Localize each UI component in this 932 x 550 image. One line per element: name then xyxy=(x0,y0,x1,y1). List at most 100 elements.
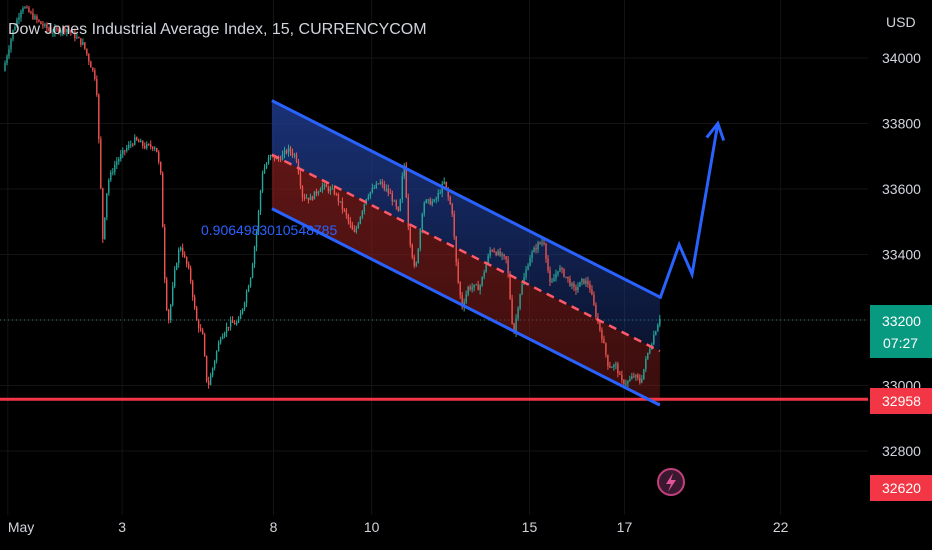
candle-body xyxy=(489,250,491,256)
last-price-value: 33200 xyxy=(882,313,921,329)
candle-body xyxy=(401,176,403,200)
candle-body xyxy=(311,196,314,200)
candle-body xyxy=(623,380,625,385)
time-tick-label: 3 xyxy=(118,519,126,535)
candle-body xyxy=(627,381,629,384)
candle-body xyxy=(547,258,549,271)
candle-body xyxy=(98,94,100,140)
candle-body xyxy=(327,187,330,192)
candle-body xyxy=(138,140,140,143)
candle-body xyxy=(527,265,529,270)
candle-body xyxy=(193,296,196,308)
candle-body xyxy=(140,141,142,143)
candle-body xyxy=(4,63,6,72)
candle-body xyxy=(233,322,236,325)
candle-body xyxy=(217,342,220,352)
candle-body xyxy=(78,37,80,39)
chart-title: Dow Jones Industrial Average Index, 15, … xyxy=(8,21,427,38)
candle-body xyxy=(571,283,573,286)
candle-body xyxy=(237,318,240,323)
candle-body xyxy=(337,194,340,202)
candle-body xyxy=(241,308,244,314)
candle-body xyxy=(473,284,475,288)
candle-body xyxy=(8,49,10,57)
time-axis[interactable]: May 3 8 10 15 17 22 xyxy=(8,519,789,535)
candle-body xyxy=(345,210,348,216)
candle-body xyxy=(595,304,597,318)
candle-body xyxy=(124,150,126,152)
candle-body xyxy=(609,366,611,368)
candle-body xyxy=(50,30,52,34)
candle-body xyxy=(309,196,312,201)
candle-body xyxy=(92,67,94,71)
candle-body xyxy=(171,286,174,305)
candle-body xyxy=(323,184,326,186)
candle-body xyxy=(229,320,232,328)
candle-body xyxy=(136,137,138,141)
candle-body xyxy=(52,32,54,34)
candle-body xyxy=(96,78,98,95)
time-tick-label: 10 xyxy=(364,519,380,535)
candle-body xyxy=(443,181,445,184)
candle-body xyxy=(457,262,459,282)
candle-body xyxy=(513,323,515,333)
candle-body xyxy=(455,236,457,263)
drawings[interactable] xyxy=(0,99,868,407)
candle-body xyxy=(479,285,481,291)
candle-body xyxy=(507,259,509,274)
candle-body xyxy=(611,367,613,369)
candle-body xyxy=(66,28,68,32)
candle-body xyxy=(181,247,184,255)
candle-body xyxy=(231,320,234,323)
candle-body xyxy=(207,381,210,385)
candle-body xyxy=(295,154,298,162)
candle-body xyxy=(152,146,154,149)
candle-body xyxy=(519,294,521,309)
candle-body xyxy=(56,28,58,30)
candle-body xyxy=(162,173,164,228)
lightning-icon[interactable] xyxy=(657,468,685,496)
candle-body xyxy=(156,147,158,153)
candle-body xyxy=(567,276,569,279)
candle-body xyxy=(128,144,130,148)
candle-body xyxy=(423,202,425,214)
candle-body xyxy=(599,321,601,331)
candle-body xyxy=(205,355,208,382)
candle-body xyxy=(533,248,535,253)
last-price-label: 33200 07:27 xyxy=(870,305,932,358)
candle-body xyxy=(363,204,366,212)
candle-body xyxy=(299,173,302,187)
channel-middle-line xyxy=(271,153,661,353)
candle-body xyxy=(225,326,228,334)
candle-body xyxy=(185,256,188,265)
candle-body xyxy=(64,28,66,32)
candle-body xyxy=(505,256,507,260)
candle-body xyxy=(389,193,392,195)
candle-body xyxy=(209,375,212,385)
candle-body xyxy=(387,188,390,194)
candle-body xyxy=(114,165,116,173)
candle-body xyxy=(34,16,36,19)
candle-body xyxy=(421,213,423,230)
candle-body xyxy=(471,287,473,290)
candle-body xyxy=(397,206,399,211)
candle-body xyxy=(359,216,362,224)
candle-body xyxy=(173,269,176,287)
candle-body xyxy=(257,211,260,232)
candle-body xyxy=(110,172,112,180)
candle-body xyxy=(211,368,214,376)
candle-body xyxy=(485,264,487,273)
candle-body xyxy=(313,191,316,200)
candle-body xyxy=(385,188,388,190)
candle-body xyxy=(353,229,356,232)
candle-body xyxy=(58,29,60,34)
candle-body xyxy=(529,258,531,266)
candle-body xyxy=(179,247,182,251)
candle-body xyxy=(461,295,463,308)
candle-body xyxy=(607,354,609,367)
channel-upper-line xyxy=(271,99,661,299)
candle-body xyxy=(30,12,32,14)
candle-body xyxy=(447,188,449,197)
candle-body xyxy=(243,302,246,309)
